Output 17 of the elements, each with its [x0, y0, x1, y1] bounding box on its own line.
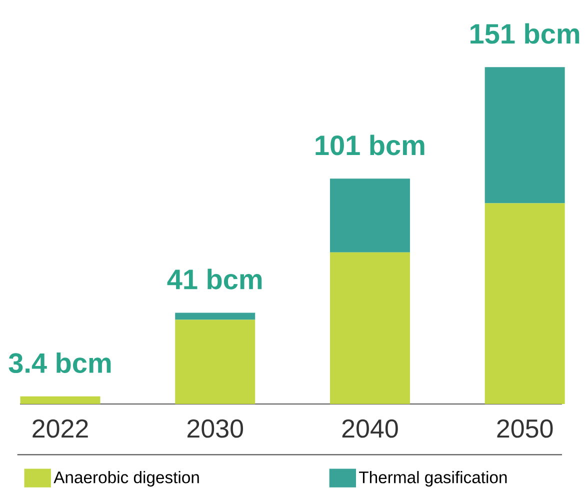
bar [484, 67, 565, 204]
x-tick-label: 2050 [497, 419, 553, 438]
bar [484, 203, 565, 404]
bar [175, 320, 256, 404]
annotation: 151 bcm [470, 23, 580, 44]
x-tick-label: 2040 [342, 419, 398, 438]
annotation: 3.4 bcm [8, 352, 111, 374]
bar [175, 312, 256, 320]
annotation: 41 bcm [167, 268, 262, 290]
x-tick-label: 2030 [188, 419, 244, 438]
x-tick-label: 2022 [32, 419, 88, 438]
legend-label: Anaerobic digestion [54, 471, 199, 487]
legend-label: Thermal gasification [359, 471, 507, 487]
annotation: 101 bcm [316, 134, 424, 156]
bar [330, 178, 410, 252]
bar [330, 252, 410, 404]
bar [20, 396, 100, 404]
